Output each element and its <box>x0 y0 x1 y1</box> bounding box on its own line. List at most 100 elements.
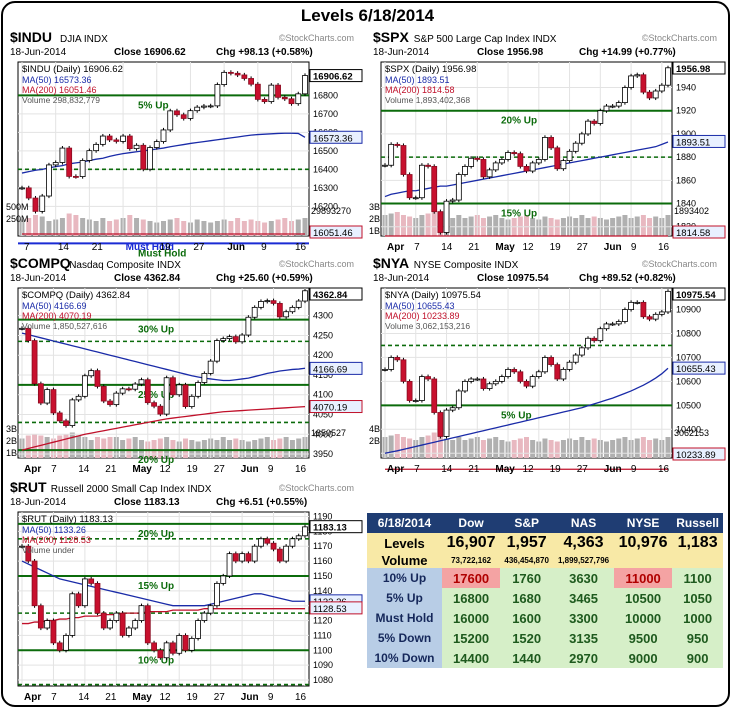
candle-body <box>207 360 214 374</box>
candle-body <box>66 147 73 177</box>
candle-body <box>44 389 51 404</box>
candle-body <box>431 378 438 413</box>
volume-bar <box>524 437 529 458</box>
candle-body <box>480 159 487 178</box>
candle-body <box>302 75 308 95</box>
candle-body <box>251 306 258 318</box>
candle-body <box>37 605 44 629</box>
candle-body <box>201 105 207 108</box>
level-label: 25% Up <box>138 390 174 401</box>
volume-bar <box>524 215 529 236</box>
candle-body <box>201 372 208 383</box>
candle-body <box>163 377 170 415</box>
candle-body <box>572 142 579 152</box>
candle-body <box>591 120 598 124</box>
candle-body <box>268 84 275 103</box>
x-tick-label: 21 <box>92 242 104 253</box>
volume-bar <box>554 219 560 236</box>
chart-name: NYSE Composite INDX <box>414 260 519 271</box>
candle-body <box>144 379 151 404</box>
header-date: 6/18/2014 <box>367 513 442 533</box>
candle-body <box>188 395 195 408</box>
candle-body <box>658 311 665 315</box>
candle-body <box>75 395 82 401</box>
axis-flag <box>309 520 363 534</box>
volume-bar <box>394 434 400 458</box>
x-tick-label: Apr <box>387 242 404 253</box>
candle-body <box>572 354 579 363</box>
volume-bar <box>425 435 431 458</box>
volume-scale-label: 500M <box>6 202 29 212</box>
candle-body <box>548 137 555 149</box>
levels-nyse: 10,976 <box>613 533 673 553</box>
cell: 1100 <box>672 568 723 588</box>
volume-bar <box>73 215 79 236</box>
volume-bar <box>127 215 133 236</box>
volume-bar <box>181 221 187 236</box>
level-label: 20% Up <box>501 116 537 127</box>
chart-name: DJIA INDX <box>60 34 108 45</box>
y-tick-label: 10500 <box>676 400 701 410</box>
volume-bar <box>548 440 554 458</box>
legend-price: $NYA (Daily) 10975.54 <box>385 290 481 301</box>
volume-nas: 1,899,527,796 <box>553 553 614 568</box>
candle-body <box>107 400 113 406</box>
candle-body <box>214 84 221 107</box>
candle-body <box>468 378 475 382</box>
candle-body <box>138 379 145 385</box>
candle-body <box>425 164 431 167</box>
x-tick-label: May <box>495 242 515 253</box>
x-tick-label: Jun <box>241 464 259 475</box>
volume-bar <box>388 435 394 458</box>
candle-body <box>270 300 277 304</box>
x-tick-label: 19 <box>187 464 199 475</box>
volume-nyse <box>613 553 673 568</box>
y-tick-label: 1940 <box>676 83 696 93</box>
volume-bar <box>653 438 659 458</box>
candle-body <box>388 143 395 166</box>
chart-symbol: $RUT <box>10 479 47 495</box>
level-label: 15% Up <box>138 581 174 592</box>
volume-bar <box>134 218 140 236</box>
levels-dow: 16,907 <box>442 533 501 553</box>
volume-bar <box>107 221 113 236</box>
volume-bar <box>554 441 560 458</box>
volume-scale-label: 4B <box>369 424 380 434</box>
candle-body <box>535 371 542 377</box>
candle-body <box>214 340 220 362</box>
y-tick-label: 4050 <box>313 410 333 420</box>
candle-body <box>480 378 487 389</box>
candle-body <box>120 135 126 142</box>
level-label: 15% Up <box>501 209 537 220</box>
candle-body <box>400 145 407 175</box>
x-tick-label: Jun <box>604 242 622 253</box>
volume-sp: 436,454,870 <box>500 553 554 568</box>
candle-body <box>126 627 132 636</box>
volume-bar <box>63 434 69 458</box>
candle-body <box>275 84 281 98</box>
volume-bar <box>107 437 113 458</box>
candle-body <box>126 388 132 391</box>
candle-body <box>498 159 505 164</box>
chart-date: 18-Jun-2014 <box>373 47 430 58</box>
candle-body <box>241 74 248 79</box>
volume-bar <box>32 215 38 236</box>
volume-bar <box>640 437 646 458</box>
volume-bar <box>208 222 214 236</box>
candle-body <box>658 84 665 92</box>
chart-close-label: Close 10975.54 <box>477 273 549 284</box>
chart-date: 18-Jun-2014 <box>10 47 67 58</box>
candle-body <box>100 612 107 629</box>
candle-body <box>394 143 401 146</box>
candle-body <box>560 160 567 170</box>
header-russell: Russell <box>672 513 723 533</box>
cell: 11000 <box>613 568 673 588</box>
candle-body <box>455 390 462 409</box>
level-label: 10% Up <box>138 655 174 666</box>
volume-bar <box>164 437 170 458</box>
candle-body <box>289 538 296 547</box>
watermark: ©StockCharts.com <box>642 33 717 43</box>
axis-flag-label: 1956.98 <box>676 64 710 75</box>
ma50-line <box>384 367 669 454</box>
